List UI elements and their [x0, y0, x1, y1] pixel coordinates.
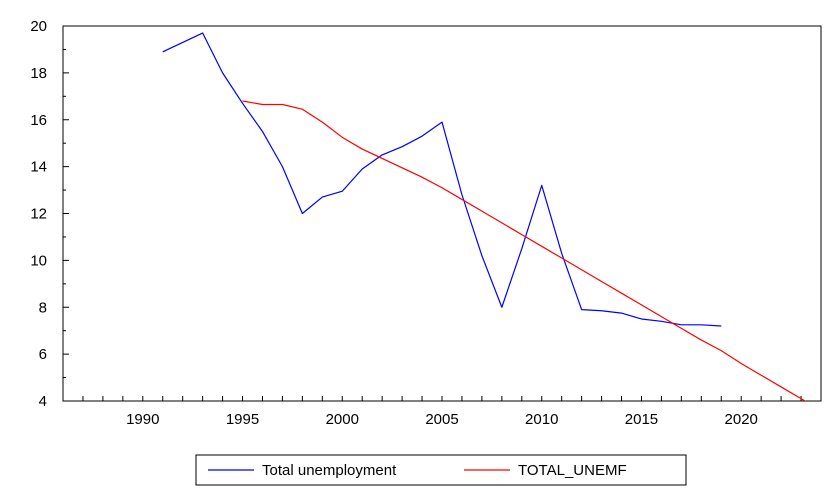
series-line-total-unemf [242, 100, 807, 401]
x-tick-label: 1990 [126, 411, 159, 428]
y-tick-label: 6 [39, 346, 47, 363]
y-tick-label: 18 [30, 65, 47, 82]
y-tick-label: 14 [30, 159, 47, 176]
series-line-total-unemployment [162, 32, 722, 327]
y-tick-label: 4 [39, 393, 47, 410]
series-layer [162, 32, 807, 401]
legend-box [195, 454, 687, 486]
y-tick-label: 12 [30, 206, 47, 223]
y-tick-label: 10 [30, 252, 47, 269]
x-tick-label: 2020 [725, 411, 758, 428]
x-axis: 1990 1995 2000 2005 2010 2015 2020 [82, 396, 802, 428]
x-tick-label: 2000 [326, 411, 359, 428]
legend-label-total-unemployment: Total unemployment [262, 462, 397, 479]
x-tick-label: 2010 [525, 411, 558, 428]
x-tick-label: 1995 [226, 411, 259, 428]
y-tick-label: 8 [39, 299, 47, 316]
plot-frame [62, 25, 822, 402]
y-tick-label: 20 [30, 18, 47, 35]
x-tick-label: 2015 [625, 411, 658, 428]
legend-label-total-unemf: TOTAL_UNEMF [518, 462, 627, 479]
x-tick-label: 2005 [425, 411, 458, 428]
legend: Total unemployment TOTAL_UNEMF [195, 454, 687, 486]
y-axis: 4 6 8 10 12 14 16 18 20 [30, 18, 69, 410]
y-tick-label: 16 [30, 112, 47, 129]
